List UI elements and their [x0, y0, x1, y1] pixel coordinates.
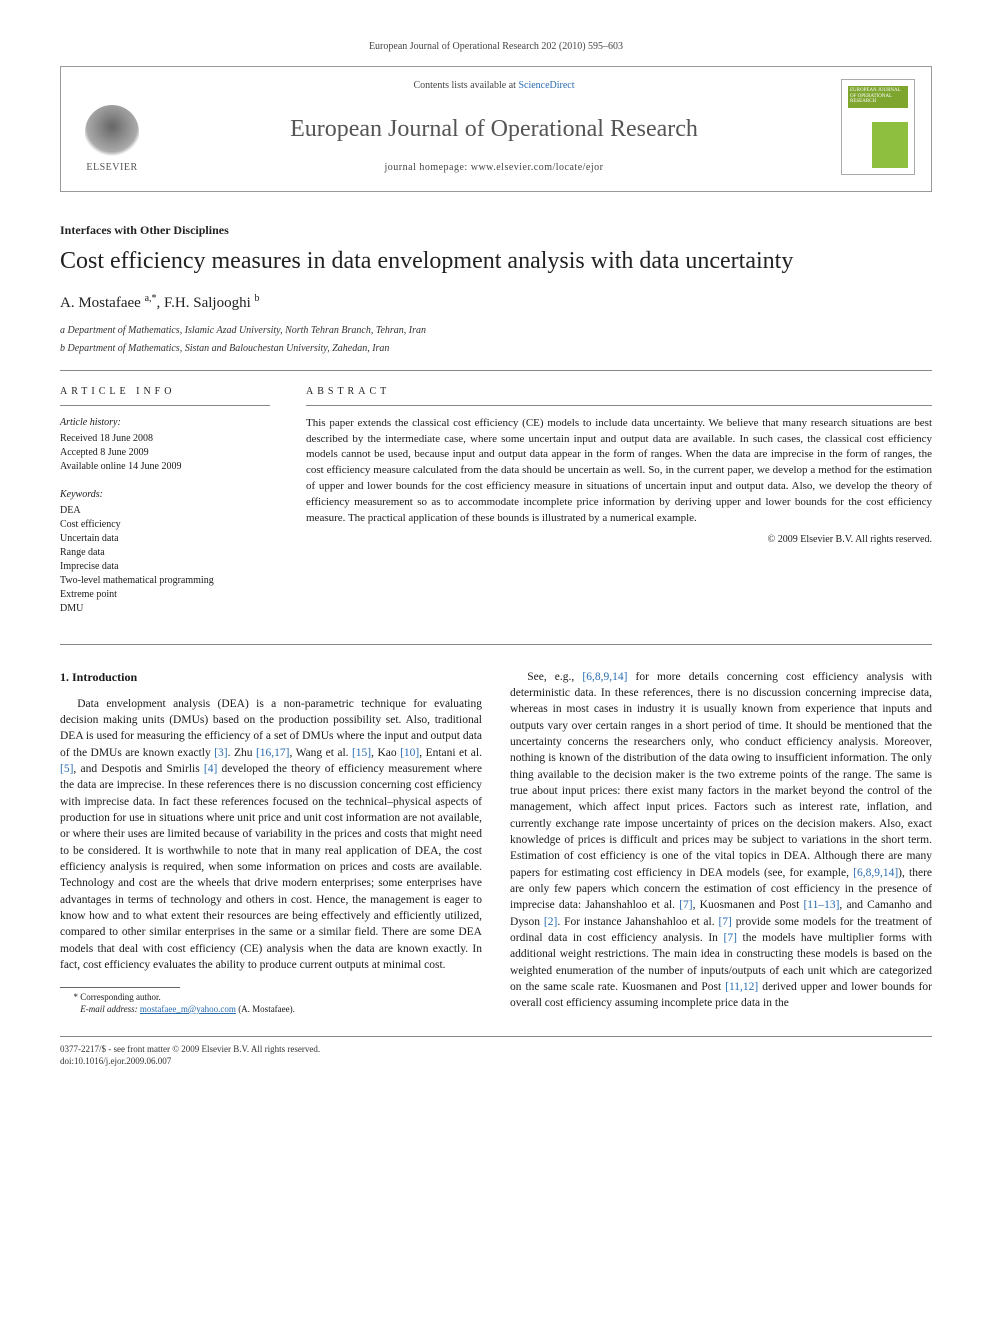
front-matter-line: 0377-2217/$ - see front matter © 2009 El…: [60, 1043, 320, 1056]
email-footnote: E-mail address: mostafaee_m@yahoo.com (A…: [60, 1004, 482, 1016]
history-online: Available online 14 June 2009: [60, 460, 270, 474]
publisher-logo: ELSEVIER: [77, 79, 147, 175]
abstract-copyright: © 2009 Elsevier B.V. All rights reserved…: [306, 533, 932, 547]
author-email-link[interactable]: mostafaee_m@yahoo.com: [140, 1004, 236, 1014]
doi-line: doi:10.1016/j.ejor.2009.06.007: [60, 1055, 320, 1068]
article-history-block: Article history: Received 18 June 2008 A…: [60, 416, 270, 474]
history-label: Article history:: [60, 416, 270, 430]
divider: [60, 644, 932, 645]
homepage-line: journal homepage: www.elsevier.com/locat…: [163, 161, 825, 175]
elsevier-tree-icon: [85, 105, 139, 159]
divider: [60, 370, 932, 371]
contents-prefix: Contents lists available at: [413, 80, 518, 91]
cover-title-text: EUROPEAN JOURNAL OF OPERATIONAL RESEARCH: [850, 88, 906, 105]
author-list: A. Mostafaee a,*, F.H. Saljooghi b: [60, 292, 932, 314]
body-para-2: See, e.g., [6,8,9,14] for more details c…: [510, 669, 932, 1012]
email-suffix: (A. Mostafaee).: [238, 1004, 295, 1014]
article-title: Cost efficiency measures in data envelop…: [60, 247, 932, 276]
affiliation-a: a Department of Mathematics, Islamic Aza…: [60, 324, 932, 338]
footer-left: 0377-2217/$ - see front matter © 2009 El…: [60, 1043, 320, 1068]
journal-header: ELSEVIER Contents lists available at Sci…: [60, 66, 932, 192]
history-accepted: Accepted 8 June 2009: [60, 446, 270, 460]
article-info-column: ARTICLE INFO Article history: Received 1…: [60, 385, 270, 630]
citation-line: European Journal of Operational Research…: [60, 40, 932, 54]
abstract-column: ABSTRACT This paper extends the classica…: [306, 385, 932, 630]
page-footer: 0377-2217/$ - see front matter © 2009 El…: [60, 1043, 932, 1068]
section-heading-1: 1. Introduction: [60, 669, 482, 686]
email-label: E-mail address:: [80, 1004, 137, 1014]
keyword: Range data: [60, 546, 270, 560]
footnote-rule: [60, 987, 180, 988]
keyword: DEA: [60, 504, 270, 518]
keyword: DMU: [60, 602, 270, 616]
header-center: Contents lists available at ScienceDirec…: [163, 79, 825, 175]
homepage-url: www.elsevier.com/locate/ejor: [471, 162, 604, 173]
body-columns: 1. Introduction Data envelopment analysi…: [60, 669, 932, 1016]
footer-rule: [60, 1036, 932, 1037]
abstract-text: This paper extends the classical cost ef…: [306, 416, 932, 528]
keyword: Cost efficiency: [60, 518, 270, 532]
article-info-heading: ARTICLE INFO: [60, 385, 270, 406]
keyword: Imprecise data: [60, 560, 270, 574]
journal-cover-thumbnail: EUROPEAN JOURNAL OF OPERATIONAL RESEARCH: [841, 79, 915, 175]
contents-line: Contents lists available at ScienceDirec…: [163, 79, 825, 93]
corresponding-author-note: * Corresponding author.: [60, 992, 482, 1004]
body-para-1: Data envelopment analysis (DEA) is a non…: [60, 696, 482, 974]
keyword: Extreme point: [60, 588, 270, 602]
homepage-prefix: journal homepage:: [385, 162, 471, 173]
journal-name: European Journal of Operational Research: [163, 113, 825, 147]
sciencedirect-link[interactable]: ScienceDirect: [518, 80, 574, 91]
keywords-label: Keywords:: [60, 488, 270, 502]
keyword: Two-level mathematical programming: [60, 574, 270, 588]
keywords-block: Keywords: DEA Cost efficiency Uncertain …: [60, 488, 270, 616]
section-label: Interfaces with Other Disciplines: [60, 222, 932, 239]
publisher-name: ELSEVIER: [86, 161, 137, 175]
affiliation-b: b Department of Mathematics, Sistan and …: [60, 342, 932, 356]
info-abstract-row: ARTICLE INFO Article history: Received 1…: [60, 385, 932, 630]
history-received: Received 18 June 2008: [60, 432, 270, 446]
abstract-heading: ABSTRACT: [306, 385, 932, 406]
keyword: Uncertain data: [60, 532, 270, 546]
